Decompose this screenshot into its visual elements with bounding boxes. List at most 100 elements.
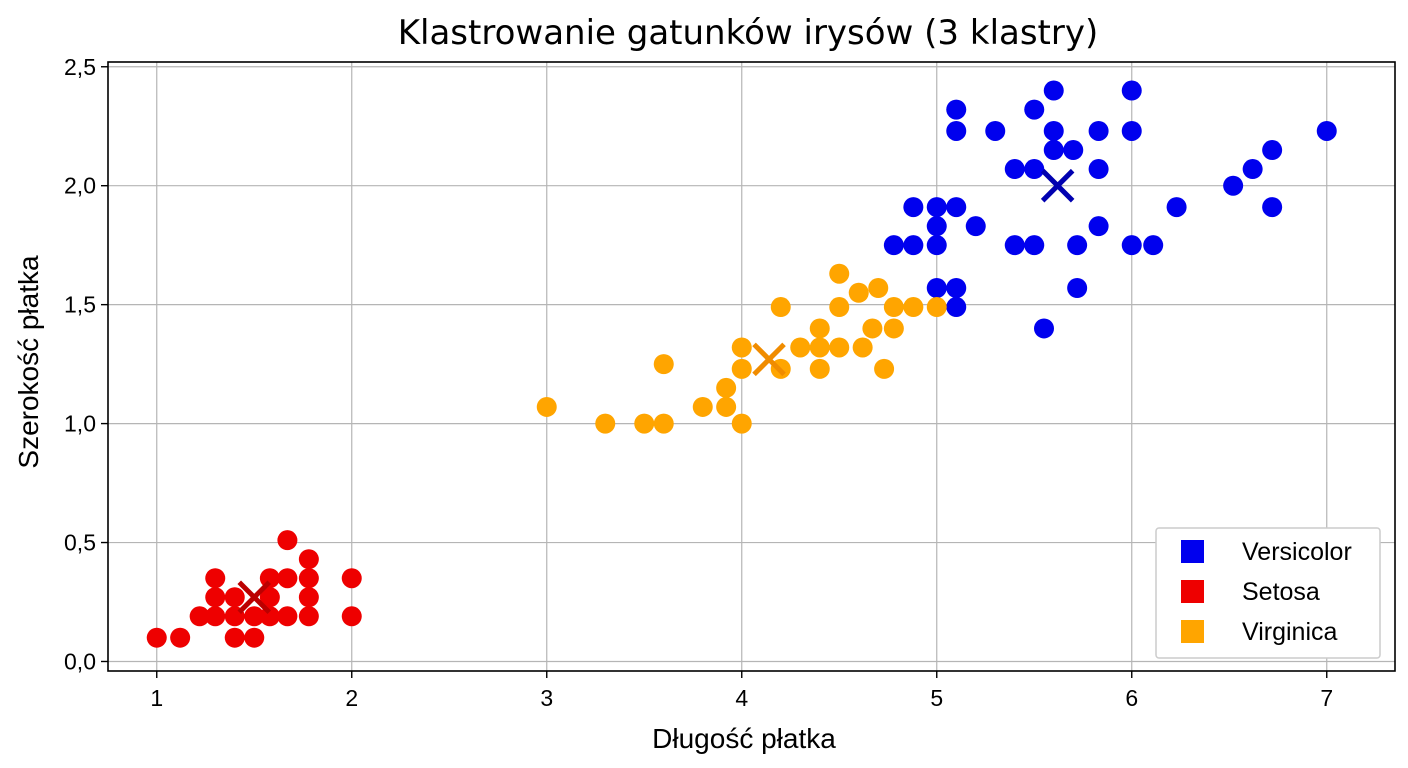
data-point-versicolor [1121,80,1142,101]
data-point-setosa [277,530,298,551]
data-point-virginica [731,337,752,358]
y-axis-ticks: 0,0 0,5 1,0 1,5 2,0 2,5 [64,54,108,674]
data-point-virginica [829,337,850,358]
legend-label-setosa: Setosa [1242,578,1320,606]
data-point-versicolor [1088,159,1109,180]
data-point-virginica [716,396,737,417]
data-point-setosa [298,549,319,570]
data-point-versicolor [1043,120,1064,141]
data-point-virginica [829,297,850,318]
data-point-setosa [298,587,319,608]
data-point-versicolor [946,99,967,120]
data-point-setosa [244,627,265,648]
data-point-virginica [595,413,616,434]
x-tick-label: 6 [1125,685,1138,711]
centroid-virginica [752,342,786,377]
series-virginica [536,263,947,434]
data-point-virginica [634,413,655,434]
data-point-virginica [790,337,811,358]
data-point-setosa [205,587,226,608]
y-tick-label: 1,5 [64,292,96,318]
data-point-setosa [224,587,245,608]
data-point-versicolor [1088,120,1109,141]
data-point-setosa [189,606,210,627]
data-point-versicolor [946,297,967,318]
x-tick-label: 3 [540,685,553,711]
legend-swatch-setosa [1181,580,1204,603]
series-setosa [146,530,362,648]
data-point-versicolor [1242,159,1263,180]
series-versicolor [883,80,1337,339]
data-point-versicolor [1143,235,1164,256]
data-point-setosa [205,606,226,627]
x-tick-label: 2 [345,685,358,711]
data-point-virginica [809,358,830,379]
y-tick-label: 1,0 [64,411,96,437]
centroid-versicolor [1040,168,1075,203]
data-point-versicolor [1166,197,1187,218]
data-point-virginica [868,277,889,298]
data-point-setosa [170,627,191,648]
data-point-setosa [205,568,226,589]
data-point-versicolor [1067,235,1088,256]
data-point-virginica [653,354,674,375]
data-point-virginica [731,413,752,434]
data-point-versicolor [883,235,904,256]
chart-title: Klastrowanie gatunków irysów (3 klastry) [398,13,1099,53]
data-point-virginica [874,358,895,379]
data-point-versicolor [1043,80,1064,101]
legend-swatch-versicolor [1181,540,1204,563]
data-point-versicolor [1262,140,1283,161]
data-point-virginica [770,297,791,318]
data-point-virginica [848,282,869,303]
data-point-virginica [883,297,904,318]
data-point-versicolor [965,216,986,237]
data-point-virginica [862,318,883,339]
data-point-virginica [852,337,873,358]
data-point-versicolor [946,197,967,218]
data-point-setosa [341,568,362,589]
data-point-setosa [277,568,298,589]
data-point-virginica [829,263,850,284]
data-point-setosa [298,568,319,589]
data-point-versicolor [1088,216,1109,237]
y-tick-label: 2,0 [64,173,96,199]
x-tick-label: 1 [150,685,163,711]
data-point-versicolor [1063,140,1084,161]
data-point-versicolor [1067,277,1088,298]
data-point-setosa [259,587,280,608]
data-point-versicolor [1024,159,1045,180]
data-point-versicolor [926,197,947,218]
data-point-virginica [809,337,830,358]
data-point-virginica [926,297,947,318]
data-point-versicolor [946,120,967,141]
x-tick-label: 4 [735,685,748,711]
data-point-virginica [653,413,674,434]
data-point-versicolor [1121,120,1142,141]
data-point-setosa [224,627,245,648]
legend-label-versicolor: Versicolor [1242,538,1352,566]
centroid-setosa [237,580,272,615]
data-point-versicolor [926,277,947,298]
grid [108,62,1395,671]
data-point-versicolor [1024,235,1045,256]
data-point-setosa [244,606,265,627]
y-axis-label: Szerokość płatka [13,255,44,469]
data-point-versicolor [1316,120,1337,141]
data-point-virginica [809,318,830,339]
data-point-virginica [883,318,904,339]
data-point-versicolor [1223,175,1244,196]
data-point-virginica [536,396,557,417]
legend-label-virginica: Virginica [1242,618,1338,646]
x-axis-label: Długość płatka [652,723,836,754]
y-tick-label: 2,5 [64,54,96,80]
x-tick-label: 5 [930,685,943,711]
y-tick-label: 0,0 [64,648,96,674]
data-point-virginica [903,297,924,318]
data-point-versicolor [1004,159,1025,180]
data-point-versicolor [903,197,924,218]
legend-box [1155,527,1381,659]
data-point-setosa [298,606,319,627]
data-point-virginica [716,377,737,398]
